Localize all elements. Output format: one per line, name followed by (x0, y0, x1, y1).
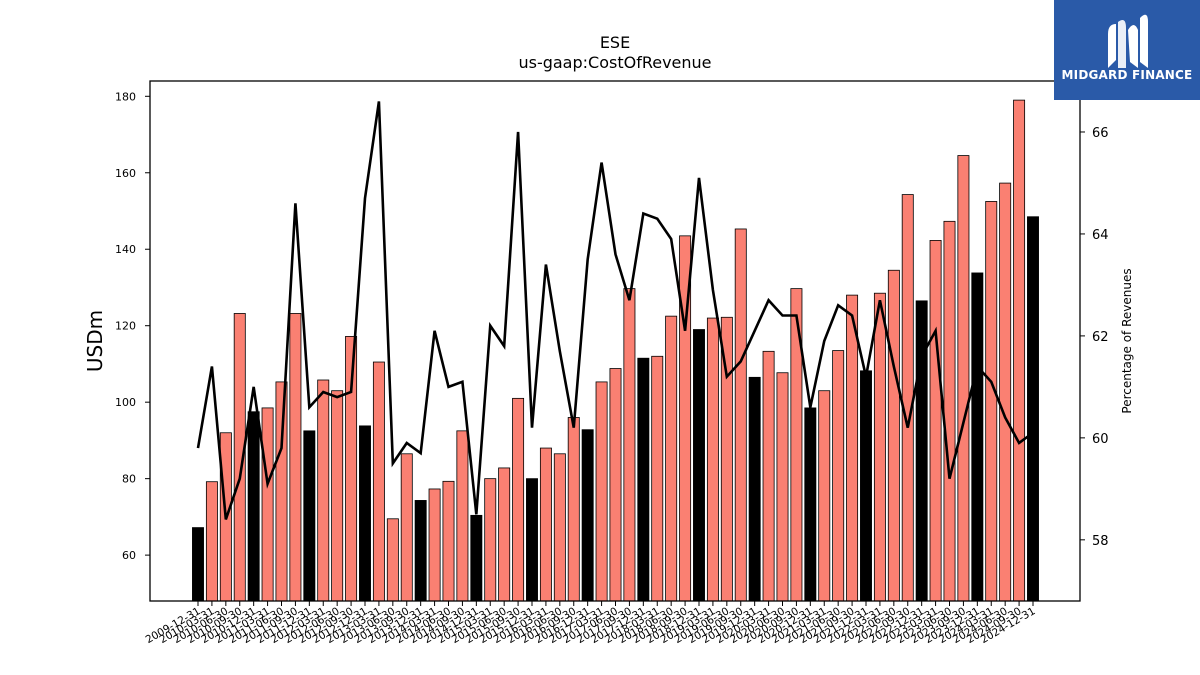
bar (456, 430, 469, 602)
bar (609, 368, 622, 602)
y-axis-left: 60 80 100 120 140 160 180 (115, 90, 150, 562)
bar (706, 317, 719, 602)
chart-subtitle: us-gaap:CostOfRevenue (518, 53, 711, 72)
bar (414, 500, 427, 602)
y-tick-label: 160 (115, 167, 136, 180)
bar (289, 313, 302, 602)
bar (553, 453, 566, 602)
y2-axis-label: Percentage of Revenues (1120, 268, 1134, 413)
bar (261, 407, 274, 602)
bar (400, 453, 413, 602)
y2-tick-label: 64 (1092, 228, 1109, 243)
bar (623, 288, 636, 602)
bar (762, 350, 775, 602)
y-tick-label: 100 (115, 396, 136, 409)
bar (247, 411, 260, 602)
bar (957, 155, 970, 602)
bar (317, 379, 330, 602)
y2-tick-label: 60 (1092, 432, 1109, 447)
y-tick-label: 60 (122, 549, 136, 562)
percentage-line (196, 101, 1034, 520)
bar (275, 381, 288, 602)
bar (748, 376, 761, 602)
bar (386, 518, 399, 602)
bar (372, 361, 385, 602)
bar (999, 182, 1012, 602)
logo-text: MIDGARD FINANCE (1061, 68, 1193, 82)
bar (832, 350, 845, 602)
bar (734, 228, 747, 602)
bar (665, 315, 678, 602)
bar (581, 429, 594, 602)
bar (901, 194, 914, 602)
bar (971, 272, 984, 602)
bar (846, 294, 859, 602)
logo-mark-icon (1108, 14, 1148, 69)
bar (818, 390, 831, 602)
bar (526, 478, 538, 602)
bar-group (192, 99, 1039, 602)
bar (915, 300, 928, 602)
y2-tick-label: 66 (1092, 126, 1109, 141)
y-axis-label: USDm (83, 310, 107, 372)
y-axis-right: 58 60 62 64 66 (1080, 126, 1109, 549)
bar (595, 381, 608, 602)
bar (873, 292, 886, 602)
bar (693, 329, 705, 602)
bar (498, 467, 511, 602)
y-tick-label: 80 (122, 473, 136, 486)
y-tick-label: 140 (115, 243, 136, 256)
bar (651, 355, 664, 602)
bar (929, 240, 942, 602)
bar (887, 269, 900, 602)
bar (359, 425, 371, 602)
bar (943, 220, 956, 602)
x-axis: 2009-12-312010-03-312010-06-302010-09-30… (144, 601, 1038, 646)
bar (484, 478, 497, 602)
bar (428, 488, 441, 602)
midgard-finance-logo: MIDGARD FINANCE (1054, 0, 1200, 100)
y-tick-label: 120 (115, 320, 136, 333)
bar (331, 390, 344, 602)
bar (192, 527, 204, 602)
chart-title: ESE (600, 33, 630, 52)
bar (470, 514, 483, 602)
bar (985, 201, 998, 602)
bar (860, 370, 872, 602)
bar (776, 372, 789, 602)
bar (205, 481, 218, 602)
y-tick-label: 180 (115, 90, 136, 103)
bar (512, 397, 525, 602)
line-group (196, 101, 1034, 520)
bar (1013, 99, 1026, 602)
y2-tick-label: 58 (1092, 534, 1109, 549)
bar (637, 357, 650, 602)
bar (442, 480, 455, 602)
bar (303, 430, 316, 602)
y2-tick-label: 62 (1092, 330, 1109, 345)
bar (1027, 216, 1039, 602)
bar (567, 417, 580, 602)
bar (539, 447, 552, 602)
bar (804, 407, 817, 602)
